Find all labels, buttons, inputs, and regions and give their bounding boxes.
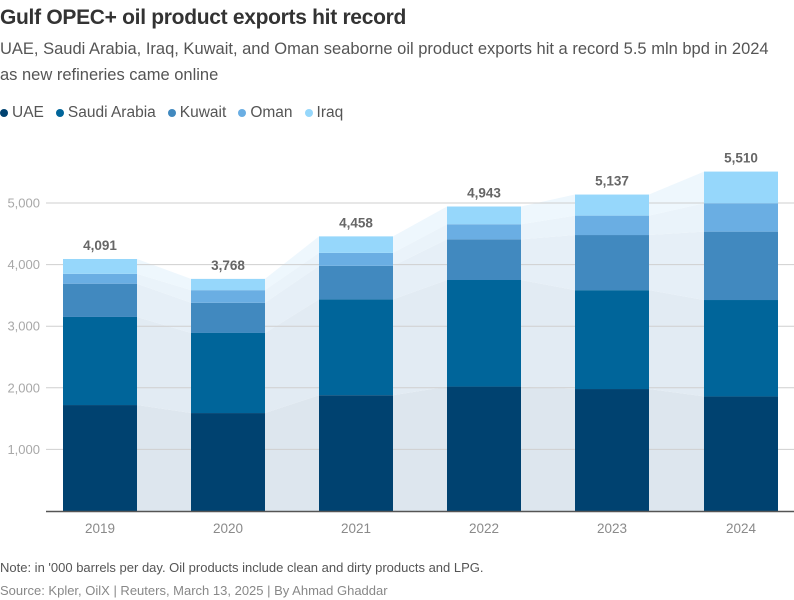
bar-segment-saudi-arabia-2024	[704, 300, 778, 397]
bar-segment-uae-2022	[447, 386, 521, 511]
legend-dot-icon	[167, 109, 176, 117]
bar-segment-kuwait-2023	[575, 235, 649, 291]
total-label: 5,510	[724, 151, 758, 166]
bar-segment-saudi-arabia-2023	[575, 290, 649, 390]
bar-segment-iraq-2019	[63, 258, 137, 274]
legend-label: Saudi Arabia	[67, 104, 156, 121]
connector-band-uae	[649, 389, 704, 511]
legend-dot-icon	[0, 109, 8, 117]
connector-band-iraq	[265, 236, 319, 291]
legend-item-saudi-arabia: Saudi Arabia	[55, 104, 156, 122]
total-label: 4,943	[467, 186, 501, 201]
bars	[63, 171, 778, 511]
bar-segment-uae-2021	[319, 395, 393, 511]
gridlines	[46, 202, 794, 450]
connector-bands	[137, 171, 704, 511]
connector-band-uae	[521, 386, 575, 511]
legend-dot-icon	[238, 109, 247, 117]
y-tick-label: 1,000	[7, 442, 40, 457]
bar-segment-uae-2020	[191, 413, 265, 511]
x-tick-label: 2019	[85, 521, 115, 536]
bar-segment-saudi-arabia-2022	[447, 280, 521, 387]
connector-band-oman	[649, 203, 704, 236]
bar-segment-oman-2022	[447, 224, 521, 240]
bar-segment-uae-2024	[704, 396, 778, 511]
legend-label: Iraq	[316, 104, 344, 121]
y-tick-label: 3,000	[7, 319, 40, 334]
bar-segment-kuwait-2020	[191, 302, 265, 333]
connector-band-oman	[265, 252, 319, 303]
bar-segment-uae-2023	[575, 389, 649, 511]
bar-segment-kuwait-2022	[447, 239, 521, 280]
legend-item-uae: UAE	[0, 104, 44, 122]
bar-segment-oman-2020	[191, 290, 265, 303]
legend: UAE Saudi Arabia Kuwait Oman Iraq	[0, 104, 343, 122]
connector-band-oman	[137, 273, 191, 303]
total-label: 4,091	[83, 238, 117, 253]
total-label: 3,768	[211, 258, 245, 273]
connector-band-saudi-arabia	[265, 299, 319, 414]
connector-band-kuwait	[265, 265, 319, 333]
bar-segment-uae-2019	[63, 405, 137, 511]
connector-band-uae	[265, 395, 319, 511]
connector-band-iraq	[649, 171, 704, 216]
bar-segment-oman-2024	[704, 203, 778, 232]
y-tick-label: 5,000	[7, 196, 40, 211]
bar-segment-kuwait-2024	[704, 231, 778, 301]
connector-band-kuwait	[521, 235, 575, 291]
bar-segment-iraq-2021	[319, 236, 393, 253]
bar-segment-iraq-2023	[575, 194, 649, 216]
y-tick-label: 4,000	[7, 257, 40, 272]
legend-item-kuwait: Kuwait	[167, 104, 227, 122]
connector-band-iraq	[137, 258, 191, 291]
x-tick-label: 2021	[341, 521, 371, 536]
connector-band-saudi-arabia	[137, 316, 191, 414]
bar-segment-kuwait-2021	[319, 265, 393, 300]
connector-band-uae	[137, 405, 191, 511]
bar-segment-oman-2021	[319, 252, 393, 266]
bar-segment-oman-2019	[63, 273, 137, 284]
bar-segment-iraq-2020	[191, 278, 265, 291]
chart-source: Source: Kpler, OilX | Reuters, March 13,…	[0, 583, 388, 598]
connector-band-saudi-arabia	[649, 290, 704, 397]
x-tick-label: 2020	[213, 521, 243, 536]
bar-segment-saudi-arabia-2019	[63, 316, 137, 406]
connector-band-kuwait	[649, 231, 704, 301]
total-label: 4,458	[339, 215, 373, 230]
chart-title: Gulf OPEC+ oil product exports hit recor…	[0, 6, 406, 29]
bar-segment-oman-2023	[575, 215, 649, 236]
connector-band-iraq	[393, 206, 447, 253]
bar-segment-kuwait-2019	[63, 283, 137, 317]
stacked-bar-chart: 1,000 2,000 3,000 4,000 5,000 4,091 2019 3,768 2…	[7, 151, 794, 536]
bar-segment-saudi-arabia-2021	[319, 299, 393, 396]
legend-label: Oman	[250, 104, 293, 121]
connector-band-kuwait	[393, 239, 447, 300]
legend-dot-icon	[304, 109, 313, 117]
connector-band-oman	[521, 215, 575, 240]
y-tick-label: 2,000	[7, 380, 40, 395]
legend-label: Kuwait	[179, 104, 227, 121]
total-label: 5,137	[595, 174, 629, 189]
bar-segment-iraq-2022	[447, 206, 521, 225]
connector-band-uae	[393, 386, 447, 511]
connector-band-iraq	[521, 194, 575, 225]
x-tick-label: 2023	[597, 521, 627, 536]
connector-band-saudi-arabia	[521, 280, 575, 390]
x-tick-label: 2022	[469, 521, 499, 536]
labels: 1,000 2,000 3,000 4,000 5,000 4,091 2019 3,768 2…	[7, 151, 757, 536]
connector-band-saudi-arabia	[393, 280, 447, 396]
legend-label: UAE	[12, 104, 44, 121]
connector-band-kuwait	[137, 283, 191, 333]
legend-dot-icon	[55, 109, 64, 117]
bar-segment-iraq-2024	[704, 171, 778, 204]
connector-band-oman	[393, 224, 447, 266]
legend-item-oman: Oman	[238, 104, 293, 122]
x-tick-label: 2024	[726, 521, 757, 536]
chart-note: Note: in '000 barrels per day. Oil produ…	[0, 560, 484, 575]
legend-item-iraq: Iraq	[304, 104, 344, 122]
chart-subtitle: UAE, Saudi Arabia, Iraq, Kuwait, and Oma…	[0, 40, 769, 84]
bar-segment-saudi-arabia-2020	[191, 332, 265, 414]
